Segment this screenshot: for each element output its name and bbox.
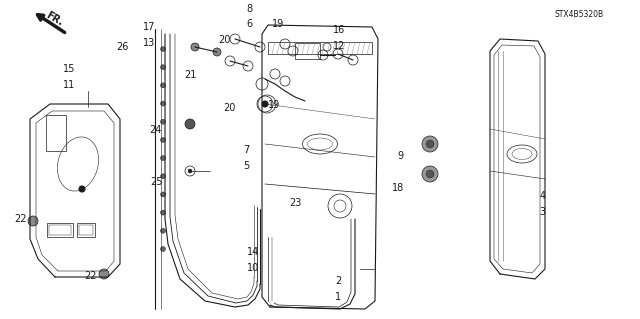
Text: 17: 17 <box>143 22 156 32</box>
Text: 25: 25 <box>150 177 163 187</box>
Circle shape <box>161 247 166 251</box>
Bar <box>295 43 320 59</box>
Circle shape <box>161 47 166 51</box>
Text: 14: 14 <box>246 247 259 257</box>
Circle shape <box>161 101 166 106</box>
Circle shape <box>79 186 85 192</box>
Circle shape <box>161 210 166 215</box>
Circle shape <box>185 119 195 129</box>
Bar <box>77 223 95 237</box>
Text: 13: 13 <box>143 38 156 48</box>
Text: 22: 22 <box>14 213 27 224</box>
Text: 11: 11 <box>63 79 76 90</box>
Circle shape <box>99 269 109 279</box>
Circle shape <box>161 174 166 179</box>
Circle shape <box>161 192 166 197</box>
Text: FR.: FR. <box>44 10 64 28</box>
Circle shape <box>28 216 38 226</box>
Text: 8: 8 <box>246 4 253 14</box>
Text: 22: 22 <box>84 271 97 281</box>
Text: 16: 16 <box>333 25 346 35</box>
Text: 26: 26 <box>116 42 129 52</box>
Circle shape <box>161 65 166 70</box>
Text: 20: 20 <box>223 103 236 114</box>
Bar <box>268 42 372 54</box>
Circle shape <box>422 166 438 182</box>
Text: 10: 10 <box>246 263 259 273</box>
Text: 15: 15 <box>63 63 76 74</box>
Text: 12: 12 <box>333 41 346 51</box>
Circle shape <box>161 83 166 88</box>
Text: 19: 19 <box>268 100 280 110</box>
Circle shape <box>422 136 438 152</box>
Text: 1: 1 <box>335 292 341 302</box>
Circle shape <box>188 169 192 173</box>
Text: 21: 21 <box>184 70 197 80</box>
Text: 9: 9 <box>397 151 404 161</box>
Circle shape <box>426 170 434 178</box>
Text: 6: 6 <box>246 19 253 29</box>
Circle shape <box>161 137 166 142</box>
Text: 23: 23 <box>289 197 302 208</box>
Circle shape <box>161 119 166 124</box>
Text: 5: 5 <box>243 161 250 171</box>
Text: 24: 24 <box>149 125 162 135</box>
Text: 7: 7 <box>243 145 250 155</box>
Text: 19: 19 <box>272 19 285 29</box>
Circle shape <box>191 43 199 51</box>
Bar <box>49 225 71 235</box>
Text: STX4B5320B: STX4B5320B <box>555 10 604 19</box>
Text: 2: 2 <box>335 276 341 286</box>
Text: 3: 3 <box>540 207 546 217</box>
Text: 18: 18 <box>392 183 404 193</box>
Circle shape <box>213 48 221 56</box>
Circle shape <box>161 156 166 160</box>
Bar <box>46 115 66 151</box>
Bar <box>47 223 73 237</box>
Circle shape <box>426 140 434 148</box>
Text: 20: 20 <box>218 35 230 45</box>
Bar <box>79 225 93 235</box>
Text: 4: 4 <box>540 191 546 201</box>
Circle shape <box>262 101 268 107</box>
Circle shape <box>161 228 166 233</box>
